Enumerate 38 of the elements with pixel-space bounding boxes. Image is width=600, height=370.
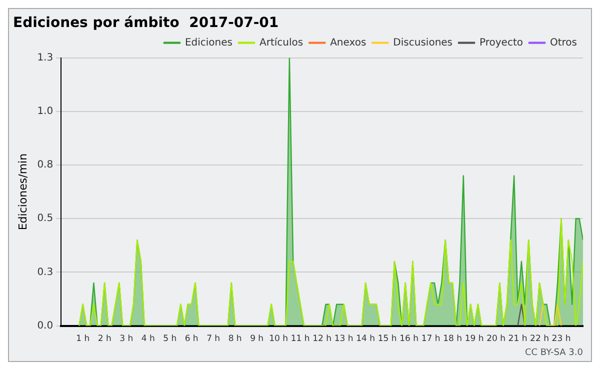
legend-label: Anexos <box>330 37 366 48</box>
y-tick-label: 0.0 <box>37 320 54 332</box>
x-tick-label: 4 h <box>141 334 155 344</box>
x-tick-label: 10 h <box>269 334 288 344</box>
x-tick-label: 16 h <box>400 334 418 344</box>
x-tick-label: 1 h <box>76 334 90 344</box>
legend-label: Ediciones <box>184 37 233 48</box>
y-axis-title: Ediciones/min <box>16 153 30 230</box>
x-tick-label: 12 h <box>312 334 332 344</box>
x-tick-label: 9 h <box>250 334 264 344</box>
x-tick-label: 19 h <box>464 334 484 344</box>
x-tick-label: 14 h <box>356 334 375 344</box>
legend-label: Proyecto <box>480 37 523 48</box>
y-tick-label: 0.5 <box>37 213 54 224</box>
x-tick-label: 15 h <box>378 334 397 344</box>
x-tick-label: 8 h <box>228 334 242 344</box>
x-tick-label: 21 h <box>508 334 528 344</box>
x-tick-label: 23 h <box>552 334 571 344</box>
x-tick-label: 22 h <box>530 334 549 344</box>
x-tick-label: 17 h <box>421 334 440 344</box>
y-tick-label: 1.3 <box>37 52 54 64</box>
x-tick-label: 11 h <box>290 334 310 344</box>
x-tick-label: 2 h <box>98 334 112 344</box>
y-tick-label: 0.3 <box>37 266 54 278</box>
y-tick-label: 1.0 <box>37 106 54 117</box>
x-tick-label: 13 h <box>334 334 354 344</box>
x-tick-label: 3 h <box>120 334 134 344</box>
text: CC BY-SA 3.0 <box>525 348 584 358</box>
x-tick-label: 5 h <box>163 334 177 344</box>
x-tick-label: 7 h <box>206 334 220 344</box>
chart-title: Ediciones por ámbito 2017-07-01 <box>13 15 279 32</box>
legend-label: Artículos <box>260 37 304 48</box>
legend-label: Otros <box>550 37 578 48</box>
y-tick-label: 0.8 <box>37 160 54 171</box>
x-tick-label: 6 h <box>184 334 198 344</box>
x-tick-label: 18 h <box>443 334 462 344</box>
x-tick-label: 20 h <box>486 334 506 344</box>
legend-label: Discusiones <box>393 37 453 48</box>
